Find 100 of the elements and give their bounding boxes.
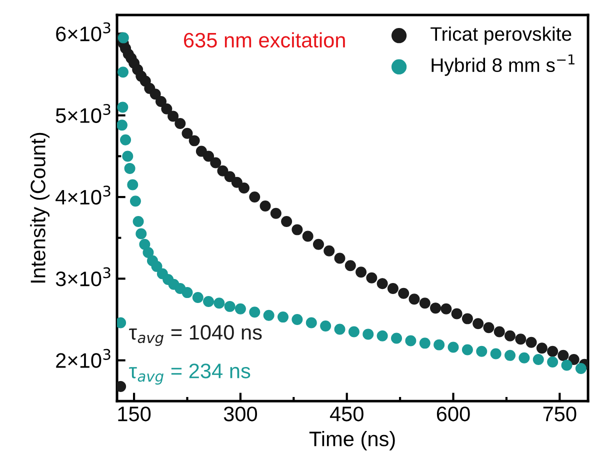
point xyxy=(210,157,222,168)
point xyxy=(547,356,558,368)
point xyxy=(136,228,147,240)
point xyxy=(434,339,445,350)
point xyxy=(558,350,569,361)
point xyxy=(124,162,136,174)
point xyxy=(504,330,516,342)
annotation: 635 nm excitation xyxy=(184,32,345,48)
point xyxy=(448,342,459,353)
point xyxy=(504,350,516,361)
point xyxy=(376,278,388,290)
point xyxy=(281,216,292,228)
x-tick-label: 150 xyxy=(118,406,151,422)
point xyxy=(168,110,179,122)
point xyxy=(270,208,282,219)
point xyxy=(127,179,138,190)
point xyxy=(118,66,129,78)
point xyxy=(122,150,134,162)
point xyxy=(156,96,166,107)
point xyxy=(376,330,388,342)
legend-label: Tricat perovskite xyxy=(430,26,572,45)
y-tick-label: 5×10$^{3}$ xyxy=(56,104,110,123)
point xyxy=(518,352,530,364)
point xyxy=(151,260,162,272)
point xyxy=(139,238,150,250)
point xyxy=(188,135,200,146)
annotation: τ$_{avg}$ = 1040 ns xyxy=(129,324,262,346)
point xyxy=(561,360,572,371)
point xyxy=(231,176,242,188)
annotation: τ$_{avg}$ = 234 ns xyxy=(129,364,250,385)
point xyxy=(391,332,402,344)
point xyxy=(203,150,214,162)
point xyxy=(203,296,214,308)
point xyxy=(419,298,430,309)
x-axis-title: Time (ns) xyxy=(309,430,395,450)
point xyxy=(117,102,128,113)
point xyxy=(117,120,128,131)
point xyxy=(344,260,356,272)
legend-label: Hybrid 8 mm s$^{−1}$ xyxy=(432,54,574,76)
point xyxy=(356,266,367,278)
x-tick-label: 750 xyxy=(543,406,576,422)
point xyxy=(312,238,324,250)
point xyxy=(142,247,154,258)
point xyxy=(249,306,260,318)
point xyxy=(238,182,250,194)
point xyxy=(150,88,161,100)
point xyxy=(472,318,484,330)
point xyxy=(575,362,586,374)
point xyxy=(320,320,332,332)
point xyxy=(224,171,236,182)
point xyxy=(430,302,442,314)
point xyxy=(302,230,314,242)
point xyxy=(292,224,303,236)
point xyxy=(462,313,473,324)
point xyxy=(192,292,204,303)
point xyxy=(398,288,410,299)
point xyxy=(348,326,360,338)
point xyxy=(161,103,172,114)
point xyxy=(476,346,488,357)
point xyxy=(387,282,398,294)
point xyxy=(174,118,186,130)
point xyxy=(217,165,228,176)
x-tick-label: 300 xyxy=(224,406,258,422)
point xyxy=(483,322,494,334)
point xyxy=(532,354,544,366)
point xyxy=(405,335,416,346)
point xyxy=(334,324,346,335)
point xyxy=(494,326,505,338)
point xyxy=(451,308,462,320)
point xyxy=(490,348,502,360)
point xyxy=(419,338,430,349)
point xyxy=(366,272,378,284)
point xyxy=(234,303,246,314)
y-tick-label: 2×10$^{3}$ xyxy=(56,348,110,368)
point xyxy=(182,128,193,139)
point xyxy=(292,314,303,325)
point xyxy=(182,287,193,298)
y-tick-label: 3×10$^{3}$ xyxy=(56,267,110,286)
point xyxy=(334,252,346,264)
point xyxy=(362,328,374,340)
point xyxy=(408,294,420,305)
point xyxy=(515,334,526,345)
x-tick-label: 600 xyxy=(436,406,470,422)
y-tick-label: 4×10$^{3}$ xyxy=(56,186,110,205)
x-tick-label: 450 xyxy=(330,406,364,422)
y-tick-label: 6×10$^{3}$ xyxy=(56,22,110,42)
point xyxy=(132,216,144,228)
point xyxy=(260,200,271,212)
point xyxy=(249,192,260,203)
y-axis-title: Intensity (Count) xyxy=(30,132,50,283)
point xyxy=(120,134,132,146)
point xyxy=(214,298,225,309)
point xyxy=(568,354,580,366)
point xyxy=(278,312,289,323)
point xyxy=(526,336,537,348)
point xyxy=(224,300,236,312)
point xyxy=(462,344,473,356)
point xyxy=(306,317,317,328)
point xyxy=(324,245,335,256)
point xyxy=(536,342,548,354)
